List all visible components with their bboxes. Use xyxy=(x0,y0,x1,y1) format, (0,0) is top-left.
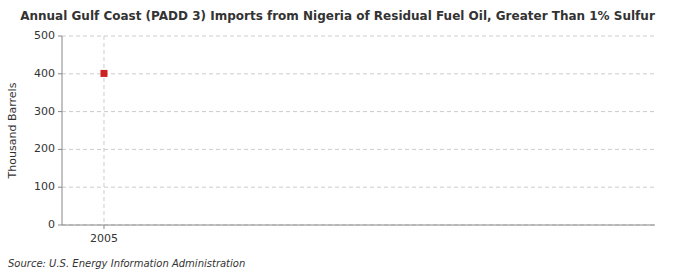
chart-title: Annual Gulf Coast (PADD 3) Imports from … xyxy=(20,9,655,23)
chart-container: 0 100 200 300 400 500 2005 Thousand Barrels Annu… xyxy=(0,0,675,275)
grid-line-y xyxy=(62,111,655,112)
y-axis-line xyxy=(62,36,63,225)
data-point xyxy=(100,70,107,77)
y-tick xyxy=(58,111,62,112)
y-tick-label: 300 xyxy=(34,105,55,118)
y-tick-label: 100 xyxy=(34,180,55,193)
x-axis-line xyxy=(62,225,655,226)
grid-line-y xyxy=(62,36,655,37)
grid xyxy=(62,36,655,225)
grid-line-y xyxy=(62,73,655,74)
y-axis-label: Thousand Barrels xyxy=(6,82,19,179)
y-tick xyxy=(58,187,62,188)
x-tick-label: 2005 xyxy=(90,232,118,245)
y-tick-label: 500 xyxy=(34,29,55,42)
y-tick-label: 0 xyxy=(48,218,55,231)
y-tick xyxy=(58,36,62,37)
chart-svg: 0 100 200 300 400 500 2005 Thousand Barrels Annu… xyxy=(0,0,675,275)
x-tick xyxy=(103,225,104,229)
axes: 0 100 200 300 400 500 2005 xyxy=(34,29,655,245)
data-points xyxy=(100,70,107,77)
grid-line-y xyxy=(62,187,655,188)
y-tick xyxy=(58,149,62,150)
y-tick-label: 200 xyxy=(34,142,55,155)
y-tick xyxy=(58,73,62,74)
y-tick xyxy=(58,225,62,226)
annotation: Source: U.S. Energy Information Administ… xyxy=(8,258,245,269)
grid-line-y xyxy=(62,225,655,226)
grid-line-x xyxy=(103,36,104,225)
y-tick-label: 400 xyxy=(34,67,55,80)
grid-line-y xyxy=(62,149,655,150)
